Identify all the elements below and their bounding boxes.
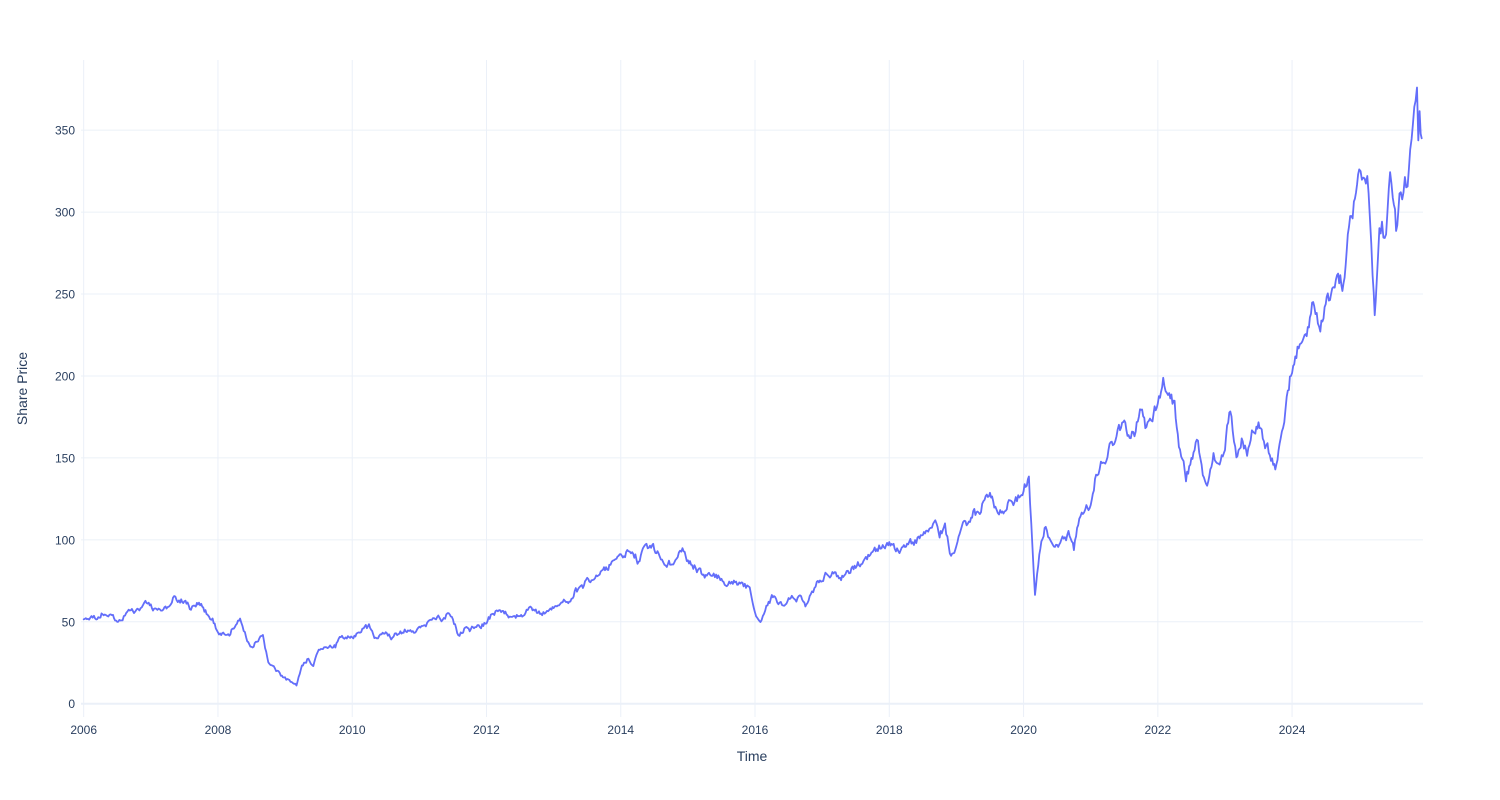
x-tick-label: 2020 — [1010, 723, 1037, 737]
x-tick-label: 2016 — [742, 723, 769, 737]
x-axis-title: Time — [737, 748, 768, 764]
y-tick-label: 100 — [55, 533, 75, 547]
y-tick-label: 300 — [55, 206, 75, 220]
x-tick-label: 2024 — [1279, 723, 1306, 737]
x-tick-label: 2018 — [876, 723, 903, 737]
x-tick-label: 2010 — [339, 723, 366, 737]
y-tick-label: 0 — [68, 697, 75, 711]
tick-labels: 0 50 100 150 200 250 300 350 2006 2008 2010 2012 201… — [55, 124, 1306, 737]
y-tick-label: 250 — [55, 288, 75, 302]
y-tick-label: 200 — [55, 369, 75, 383]
x-tick-label: 2022 — [1144, 723, 1171, 737]
series-layer — [82, 86, 1423, 687]
x-tick-label: 2008 — [205, 723, 232, 737]
x-tick-label: 2006 — [70, 723, 97, 737]
price-line-series — [82, 86, 1423, 687]
y-tick-label: 150 — [55, 451, 75, 465]
y-tick-label: 350 — [55, 124, 75, 138]
y-tick-label: 50 — [62, 615, 76, 629]
y-axis-title: Share Price — [14, 352, 30, 425]
x-tick-label: 2012 — [473, 723, 500, 737]
x-tick-label: 2014 — [607, 723, 634, 737]
gridlines — [81, 60, 1423, 717]
